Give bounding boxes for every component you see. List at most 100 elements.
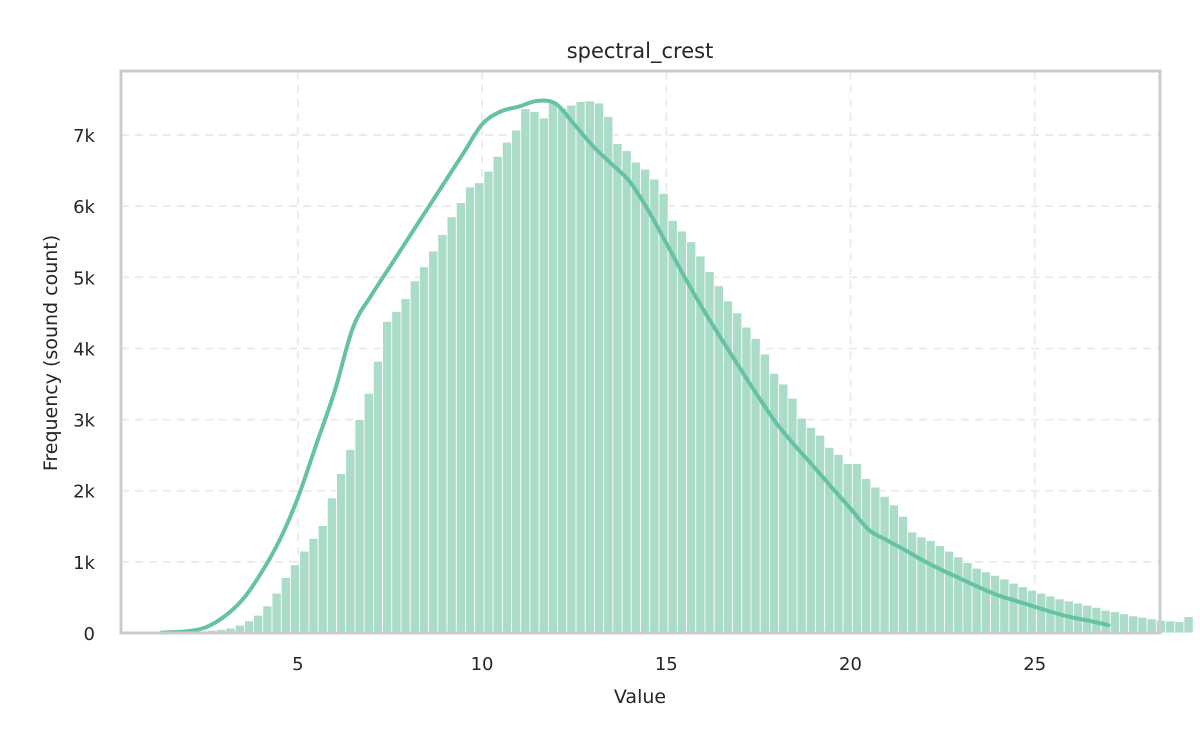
histogram-bar <box>354 419 365 634</box>
histogram-bar <box>244 620 255 634</box>
histogram-bar <box>372 360 383 634</box>
histogram-bar <box>833 454 844 634</box>
histogram-bar <box>1100 609 1111 634</box>
histogram-bar <box>280 577 291 634</box>
histogram-bar <box>640 168 651 634</box>
histogram-bar <box>787 397 798 634</box>
chart-title: spectral_crest <box>567 39 714 64</box>
histogram-bar <box>391 311 402 634</box>
histogram-bar <box>271 592 282 634</box>
histogram-bar <box>1137 616 1148 634</box>
histogram-bar <box>446 216 457 634</box>
histogram-bar <box>750 338 761 634</box>
x-tick-label: 20 <box>839 654 862 675</box>
histogram-bar <box>944 550 955 634</box>
y-tick-label: 2k <box>73 482 95 503</box>
histogram-bar <box>400 298 411 634</box>
histogram-bar <box>409 280 420 634</box>
histogram-bar <box>898 515 909 634</box>
histogram-bar <box>1017 586 1028 634</box>
histogram-bar <box>1036 592 1047 634</box>
y-axis-title: Frequency (sound count) <box>40 235 62 471</box>
histogram-bar <box>336 473 347 634</box>
histogram-bar <box>934 545 945 634</box>
histogram-bar <box>584 100 595 634</box>
histogram-bar <box>1008 582 1019 634</box>
histogram-bar <box>465 186 476 634</box>
histogram-bar <box>308 537 319 634</box>
histogram-bar <box>649 178 660 634</box>
x-tick-label: 5 <box>292 654 303 675</box>
histogram-bar <box>658 192 669 634</box>
y-axis-ticks: 0 1k 2k 3k 4k 5k 6k 7k <box>73 126 95 645</box>
histogram-bar <box>557 107 568 634</box>
histogram-bar <box>971 567 982 634</box>
histogram-bar <box>916 536 927 634</box>
x-axis-ticks: 5 10 15 20 25 <box>292 654 1046 675</box>
histogram-bar <box>290 564 301 634</box>
x-axis-title: Value <box>614 686 666 708</box>
histogram-bars <box>161 100 1194 634</box>
histogram-bar <box>437 234 448 634</box>
histogram-bar <box>547 101 559 634</box>
histogram-bar <box>630 161 641 634</box>
histogram-bar <box>1165 620 1176 634</box>
histogram-bar <box>253 614 264 634</box>
histogram-bar <box>990 574 1001 634</box>
histogram-bar <box>612 143 623 634</box>
histogram-bar <box>824 446 835 634</box>
histogram-bar <box>888 504 899 634</box>
histogram-bar <box>851 463 862 634</box>
histogram-bar <box>962 562 973 634</box>
histogram-bar <box>1146 618 1157 634</box>
x-tick-label: 25 <box>1023 654 1046 675</box>
kde-curve <box>159 98 1111 635</box>
x-tick-label: 15 <box>655 654 678 675</box>
histogram-bar <box>299 550 310 634</box>
histogram-bar <box>870 486 881 634</box>
histogram-bar <box>492 155 503 634</box>
x-tick-label: 10 <box>471 654 494 675</box>
histogram-bar <box>455 202 466 634</box>
y-tick-label: 3k <box>73 411 95 432</box>
histogram-bar <box>621 150 632 634</box>
histogram-bar <box>603 116 614 634</box>
histogram-bar <box>667 219 678 634</box>
histogram-bar <box>1183 616 1194 634</box>
histogram-bar <box>382 321 393 634</box>
histogram-bar <box>501 141 512 634</box>
y-tick-label: 6k <box>73 197 95 218</box>
y-tick-label: 4k <box>73 339 95 360</box>
histogram-bar <box>326 497 337 634</box>
histogram-bar <box>474 182 485 634</box>
histogram-bar <box>1119 613 1130 634</box>
histogram-bar <box>428 250 439 634</box>
y-tick-label: 7k <box>73 126 95 147</box>
histogram-bar <box>1109 611 1120 634</box>
histogram-bar <box>575 101 586 634</box>
histogram-bar <box>363 392 374 634</box>
histogram-bar <box>529 111 540 634</box>
histogram-bar <box>815 434 826 634</box>
histogram-bar <box>317 525 328 634</box>
histogram-bar <box>1128 615 1139 634</box>
y-tick-label: 5k <box>73 268 95 289</box>
y-tick-label: 1k <box>73 553 95 574</box>
histogram-bar <box>759 353 770 634</box>
histogram-bar <box>345 449 356 634</box>
histogram-bar <box>861 478 872 634</box>
histogram-bar <box>419 266 430 634</box>
histogram-bar <box>999 578 1010 634</box>
histogram-bar <box>842 463 853 634</box>
histogram-bar <box>686 241 697 634</box>
histogram-bar <box>980 571 991 634</box>
histogram-bar <box>676 230 687 634</box>
histogram-bar <box>1026 589 1037 634</box>
histogram-bar <box>538 117 549 634</box>
histogram-bar <box>778 383 789 634</box>
histogram-bar <box>566 104 577 634</box>
histogram-bar <box>953 556 964 634</box>
histogram-bar <box>483 170 494 634</box>
histogram-bar <box>925 540 936 634</box>
